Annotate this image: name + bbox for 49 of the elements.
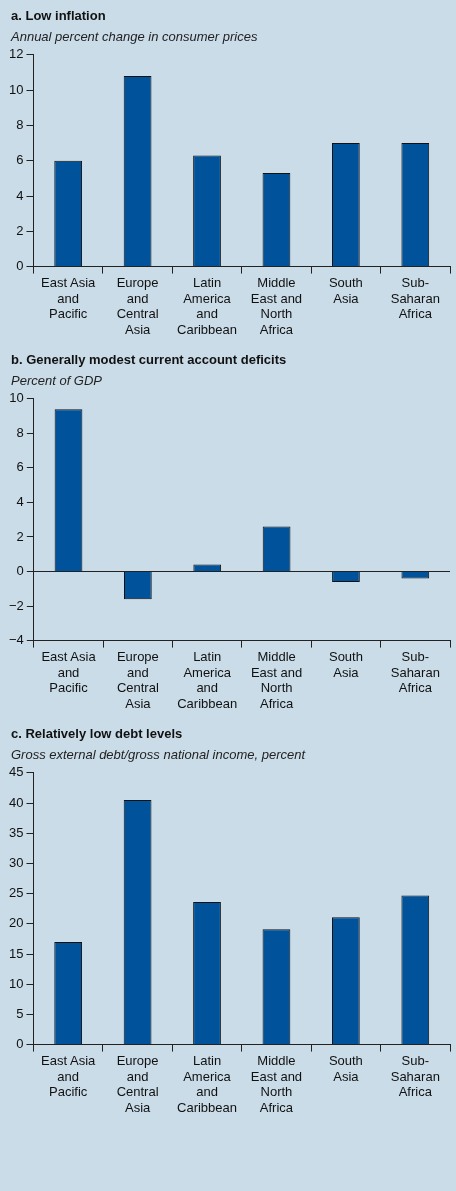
x-tick-label: Latin America and Caribbean [177,274,238,337]
x-tick-label: Middle East and North Africa [250,648,303,711]
y-tick-label: 4 [16,494,24,510]
y-tick-label: 25 [8,885,24,901]
y-tick-label: 35 [8,824,24,840]
y-tick-label: 0 [16,1036,24,1052]
x-tick-label: Sub-Saharan Africa [390,1052,440,1100]
chart-subtitle: Gross external debt/gross national income, percent [11,747,307,762]
x-tick-label: Latin America and Caribbean [177,1052,238,1115]
y-tick-label: −2 [8,597,24,613]
y-tick-label: −4 [8,632,24,648]
chart-title: a. Low inflation [11,7,107,23]
y-tick-label: 6 [16,459,24,475]
y-tick-label: 20 [8,915,24,931]
y-tick-label: 15 [8,945,24,961]
y-tick-label: 6 [16,152,24,168]
x-tick-label: Europe and Central Asia [116,1052,159,1115]
x-tick-label: Sub-Saharan Africa [390,648,440,696]
x-tick-label: Middle East and North Africa [250,274,303,337]
x-tick-label: East Asia and Pacific [41,274,97,322]
x-tick-label: South Asia [328,274,363,306]
y-tick-label: 45 [8,764,24,780]
x-tick-label: South Asia [328,648,363,680]
y-tick-label: 40 [8,794,24,810]
x-tick-label: Europe and Central Asia [116,274,159,337]
y-tick-label: 8 [16,424,24,440]
y-tick-label: 4 [16,187,24,203]
chart-title: c. Relatively low debt levels [11,725,184,741]
y-tick-label: 10 [8,81,24,97]
y-tick-label: 2 [16,528,24,544]
y-tick-label: 8 [16,116,24,132]
x-tick-label: Middle East and North Africa [250,1052,303,1115]
x-tick-label: South Asia [328,1052,363,1084]
y-tick-label: 12 [8,46,24,62]
chart-subtitle: Percent of GDP [11,373,104,388]
y-tick-label: 5 [16,1005,24,1021]
y-tick-label: 30 [8,854,24,870]
x-tick-label: Europe and Central Asia [116,648,159,711]
x-tick-label: Sub-Saharan Africa [390,274,440,322]
chart-title: b. Generally modest current account deficits [11,351,288,367]
y-tick-label: 2 [16,222,24,238]
x-tick-label: East Asia and Pacific [41,1052,97,1100]
x-tick-label: East Asia and Pacific [41,648,97,696]
chart-subtitle: Annual percent change in consumer prices [11,29,259,44]
y-tick-label: 0 [16,563,24,579]
y-tick-label: 10 [8,975,24,991]
x-tick-label: Latin America and Caribbean [177,648,238,711]
y-tick-label: 10 [9,390,24,406]
y-tick-label: 0 [16,258,24,274]
